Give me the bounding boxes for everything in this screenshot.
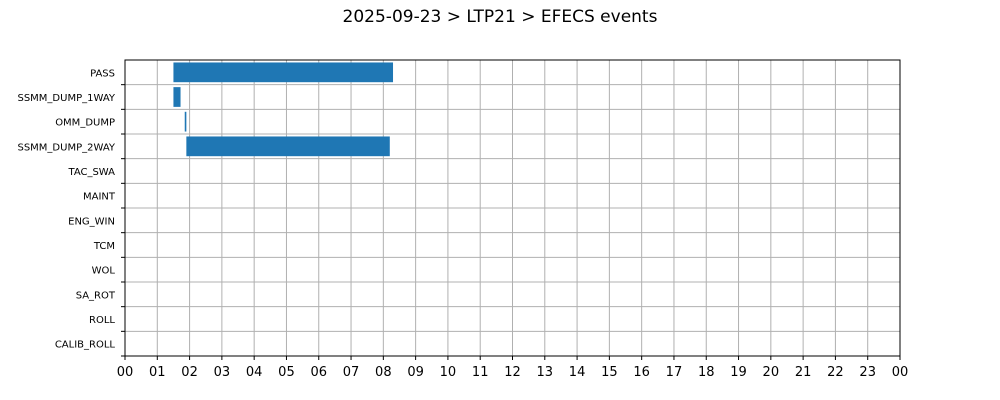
- x-tick-label: 00: [892, 365, 909, 380]
- x-axis: 00 01 02 03 04 05 06 07 08 09 10 11 12 13 14 15 16 17 18 19…: [117, 356, 909, 380]
- x-tick-label: 16: [633, 365, 650, 380]
- y-tick-label: ENG_WIN: [68, 216, 115, 227]
- bars: [173, 62, 394, 157]
- x-tick-label: 17: [666, 365, 683, 380]
- x-tick-label: 06: [310, 365, 327, 380]
- event-bar-omm-dump: [184, 111, 187, 132]
- x-tick-label: 12: [504, 365, 521, 380]
- x-tick-label: 18: [698, 365, 715, 380]
- x-tick-label: 23: [859, 365, 876, 380]
- x-tick-label: 03: [214, 365, 231, 380]
- x-tick-label: 00: [117, 365, 134, 380]
- event-bar-ssmm-dump-2way: [186, 136, 390, 157]
- y-tick-label: CALIB_ROLL: [55, 340, 116, 351]
- y-tick-label: TCM: [93, 241, 115, 252]
- x-tick-label: 19: [730, 365, 747, 380]
- y-tick-label: TAC_SWA: [67, 167, 115, 178]
- y-tick-label: SSMM_DUMP_1WAY: [17, 93, 115, 104]
- x-tick-label: 02: [181, 365, 198, 380]
- x-tick-label: 08: [375, 365, 392, 380]
- x-tick-label: 15: [601, 365, 618, 380]
- chart-title: 2025-09-23 > LTP21 > EFECS events: [343, 7, 658, 27]
- y-tick-label: SSMM_DUMP_2WAY: [17, 142, 115, 153]
- x-tick-label: 07: [343, 365, 360, 380]
- x-tick-label: 01: [149, 365, 166, 380]
- event-bar-pass: [173, 62, 394, 83]
- x-tick-label: 09: [407, 365, 424, 380]
- x-tick-label: 13: [537, 365, 554, 380]
- y-tick-label: ROLL: [89, 315, 115, 326]
- x-tick-label: 11: [472, 365, 489, 380]
- x-tick-label: 20: [763, 365, 780, 380]
- x-tick-label: 21: [795, 365, 812, 380]
- y-tick-label: PASS: [90, 68, 115, 79]
- grid: [124, 60, 901, 356]
- y-tick-label: MAINT: [83, 192, 116, 203]
- y-tick-label: SA_ROT: [76, 290, 116, 301]
- x-tick-label: 10: [440, 365, 457, 380]
- y-tick-label: OMM_DUMP: [55, 118, 115, 129]
- x-tick-label: 22: [827, 365, 844, 380]
- y-tick-label: WOL: [92, 266, 116, 277]
- x-tick-label: 04: [246, 365, 263, 380]
- y-axis: PASS SSMM_DUMP_1WAY OMM_DUMP SSMM_DUMP_2WAY…: [17, 68, 125, 357]
- x-tick-label: 05: [278, 365, 295, 380]
- event-bar-ssmm-dump-1way: [173, 87, 181, 107]
- x-tick-label: 14: [569, 365, 586, 380]
